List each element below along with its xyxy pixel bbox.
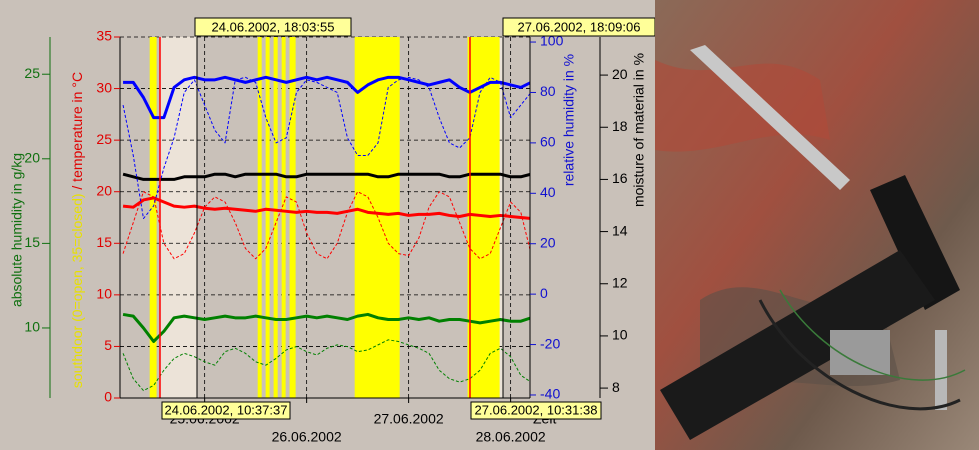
probe (690, 45, 850, 190)
sensor-rod (935, 330, 947, 410)
annotation: 24.06.2002, 10:37:37 (165, 402, 288, 417)
y-tick-label: 18 (612, 118, 628, 134)
y-tick-label: 30 (96, 79, 112, 95)
y-tick-label: 80 (540, 83, 556, 99)
y-tick-label: 20 (24, 150, 40, 166)
annotation-box (194, 17, 352, 37)
series-line (122, 312, 530, 343)
series-line (122, 196, 530, 220)
series (120, 37, 530, 398)
series-line (123, 75, 530, 120)
x-tick-label: 28.06.2002 (476, 429, 546, 445)
y-tick-label: 25 (24, 65, 40, 81)
chart-background (0, 0, 655, 450)
series-line (122, 172, 530, 181)
annotation: 27.06.2002, 10:31:38 (475, 402, 598, 417)
y-tick-label: 16 (612, 170, 628, 186)
photo (655, 0, 979, 450)
annotation: 24.06.2002, 18:03:55 (212, 19, 335, 34)
series-line (122, 76, 530, 220)
y-tick-label: 5 (104, 337, 112, 353)
labels: absolute humidity in g/kg southdoor (0=o… (9, 53, 647, 427)
y2-axis-title: relative humidity in % (561, 54, 577, 186)
x-tick-label: 27.06.2002 (374, 411, 444, 427)
annotation-box (161, 401, 291, 420)
y-tick-label: 10 (612, 327, 628, 343)
y-tick-label: 15 (96, 234, 112, 250)
y-tick-label: 0 (540, 285, 548, 301)
annotations: 24.06.2002, 18:03:55 27.06.2002, 18:09:0… (161, 17, 656, 420)
cursor-lines (159, 37, 504, 398)
y-tick-label: 60 (540, 134, 556, 150)
y-tick-label: 20 (540, 234, 556, 250)
y-tick-label: 15 (24, 234, 40, 250)
annotation: 27.06.2002, 18:09:06 (518, 19, 641, 34)
y-axis-title-part: / temperature in °C (69, 72, 85, 194)
series-line (122, 339, 530, 392)
y-tick-label: 40 (540, 184, 556, 200)
bracket (870, 175, 960, 310)
y-tick-label: 10 (96, 286, 112, 302)
series-line (122, 191, 530, 260)
y-tick-label: 8 (612, 379, 620, 395)
y-tick-label: 10 (24, 319, 40, 335)
y-tick-label: 12 (612, 274, 628, 290)
y-tick-label: 14 (612, 222, 628, 238)
y-axis-title: southdoor (0=open, 35=closed) / temperat… (69, 72, 85, 388)
cable (779, 289, 966, 381)
y-tick-label: 20 (96, 182, 112, 198)
cable (758, 299, 961, 411)
annotation-box (470, 401, 602, 420)
y3-axis-title: absolute humidity in g/kg (9, 153, 25, 307)
y-tick-label: 20 (612, 66, 628, 82)
shade-band (160, 37, 197, 398)
y-tick-label: 0 (104, 389, 112, 405)
beam (660, 250, 935, 440)
y-tick-label: -20 (540, 335, 560, 351)
y-tick-label: 35 (96, 28, 112, 44)
door-area (120, 37, 530, 398)
y-tick-label: 100 (540, 33, 564, 49)
y-tick-label: 25 (96, 131, 112, 147)
y4-axis-title: moisture of material in % (631, 53, 647, 207)
y-axis-title-part: southdoor (0=open, 35=closed) (69, 193, 85, 388)
y-tick-label: -40 (540, 386, 560, 402)
x-tick-label: 26.06.2002 (272, 429, 342, 445)
